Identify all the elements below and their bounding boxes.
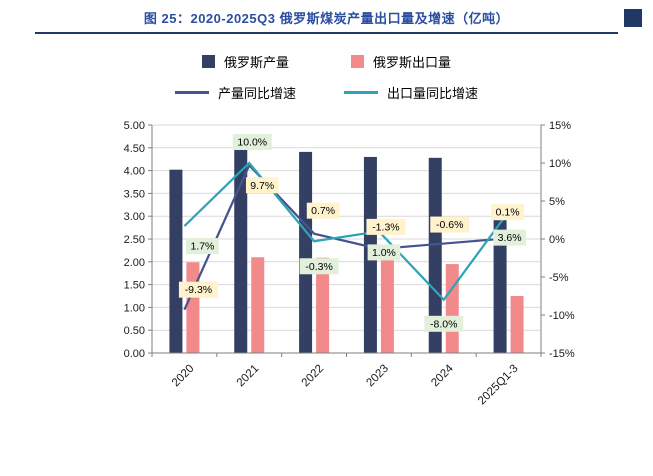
line-production-growth bbox=[183, 163, 509, 311]
x-axis-label-2021: 2021 bbox=[235, 363, 262, 390]
left-axis-label: 3.00 bbox=[124, 211, 145, 223]
data-label-export-growth-2024: -8.0% bbox=[430, 318, 457, 330]
data-label-production-growth-2025Q1-3: 0.1% bbox=[496, 207, 520, 219]
bar-export-2022 bbox=[316, 257, 330, 353]
page-title: 图 25：2020-2025Q3 俄罗斯煤炭产量出口量及增速（亿吨） bbox=[143, 11, 510, 26]
data-label-production-growth-2020: -9.3% bbox=[185, 284, 212, 296]
data-label-export-growth-2021: 10.0% bbox=[237, 137, 267, 149]
corner-square-decoration bbox=[624, 9, 642, 27]
left-axis-label: 0.00 bbox=[124, 348, 145, 360]
left-axis-label: 1.00 bbox=[124, 302, 145, 314]
data-label-box-export-growth-2024 bbox=[424, 315, 464, 332]
bar-export-2025Q1-3 bbox=[510, 296, 524, 353]
production-growth-line-swatch-icon bbox=[174, 91, 209, 94]
bar-export-2020 bbox=[186, 262, 200, 353]
x-axis-label-2022: 2022 bbox=[300, 363, 327, 390]
data-label-box-production-growth-2025Q1-3 bbox=[491, 204, 524, 221]
right-axis-label: 0% bbox=[549, 234, 565, 246]
data-label-box-export-growth-2021 bbox=[232, 134, 272, 150]
bar-production-2020 bbox=[169, 169, 183, 353]
title-divider bbox=[35, 32, 618, 34]
bar-production-2024 bbox=[428, 157, 442, 353]
legend-row-lines: 产量同比增速 出口量同比增速 bbox=[174, 83, 478, 102]
legend-item-export-bar: 俄罗斯出口量 bbox=[351, 52, 451, 71]
data-label-export-growth-2023: 1.0% bbox=[372, 247, 396, 259]
left-axis-label: 3.50 bbox=[124, 188, 145, 200]
left-axis-label: 5.00 bbox=[124, 120, 145, 132]
legend-label-export-bar: 俄罗斯出口量 bbox=[373, 55, 452, 70]
legend-label-production-growth: 产量同比增速 bbox=[217, 86, 296, 101]
right-axis-label: -10% bbox=[549, 310, 575, 322]
x-axis-label-2020: 2020 bbox=[170, 363, 197, 390]
x-axis-label-2025Q1-3: 2025Q1-3 bbox=[476, 363, 521, 408]
data-label-production-growth-2024: -0.6% bbox=[436, 219, 463, 231]
bar-export-2024 bbox=[445, 264, 459, 353]
data-label-box-export-growth-2023 bbox=[367, 244, 401, 261]
line-export-growth bbox=[183, 161, 510, 302]
data-label-export-growth-2025Q1-3: 3.6% bbox=[498, 232, 522, 244]
x-axis-label-2023: 2023 bbox=[364, 363, 391, 390]
left-axis-label: 4.00 bbox=[124, 166, 145, 178]
x-axis-label-2024: 2024 bbox=[429, 362, 456, 389]
chart-legend: 俄罗斯产量 俄罗斯出口量 产量同比增速 出口量同比增速 bbox=[0, 52, 653, 102]
legend-item-export-growth: 出口量同比增速 bbox=[344, 83, 478, 102]
left-axis-label: 4.50 bbox=[124, 143, 145, 155]
right-axis-label: -15% bbox=[549, 348, 575, 360]
legend-item-production-growth: 产量同比增速 bbox=[174, 83, 296, 102]
data-label-box-export-growth-2025Q1-3 bbox=[493, 229, 526, 246]
data-label-box-production-growth-2020 bbox=[178, 281, 218, 298]
left-axis-label: 0.50 bbox=[124, 325, 145, 337]
data-label-box-production-growth-2023 bbox=[366, 218, 406, 235]
right-axis-label: 10% bbox=[549, 158, 571, 170]
data-label-production-growth-2022: 0.7% bbox=[311, 205, 335, 217]
data-label-box-export-growth-2022 bbox=[299, 258, 339, 275]
export-growth-line-swatch-icon bbox=[344, 91, 378, 94]
data-label-export-growth-2022: -0.3% bbox=[305, 261, 332, 273]
right-axis-label: -5% bbox=[549, 272, 569, 284]
left-axis-label: 1.50 bbox=[124, 280, 145, 292]
data-label-box-export-growth-2020 bbox=[186, 238, 219, 255]
bar-export-2021 bbox=[251, 257, 265, 353]
data-label-export-growth-2020: 1.7% bbox=[190, 241, 214, 253]
left-axis-label: 2.50 bbox=[124, 234, 145, 246]
bar-production-2021 bbox=[234, 149, 248, 353]
data-label-box-production-growth-2024 bbox=[430, 216, 470, 233]
bar-production-2022 bbox=[299, 151, 313, 353]
legend-label-export-growth: 出口量同比增速 bbox=[387, 86, 479, 101]
legend-row-bars: 俄罗斯产量 俄罗斯出口量 bbox=[201, 52, 451, 71]
production-bar-swatch-icon bbox=[201, 55, 215, 68]
data-label-box-production-growth-2022 bbox=[306, 202, 340, 219]
data-label-production-growth-2023: -1.3% bbox=[372, 221, 399, 233]
legend-label-production-bar: 俄罗斯产量 bbox=[223, 55, 289, 70]
data-label-production-growth-2021: 9.7% bbox=[250, 180, 274, 192]
export-bar-swatch-icon bbox=[351, 55, 364, 68]
right-axis-label: 5% bbox=[549, 196, 565, 208]
legend-item-production-bar: 俄罗斯产量 bbox=[201, 52, 289, 71]
data-label-box-production-growth-2021 bbox=[245, 177, 279, 194]
right-axis-label: 15% bbox=[549, 120, 571, 132]
bar-export-2023 bbox=[380, 256, 394, 353]
left-axis-label: 2.00 bbox=[124, 257, 145, 269]
